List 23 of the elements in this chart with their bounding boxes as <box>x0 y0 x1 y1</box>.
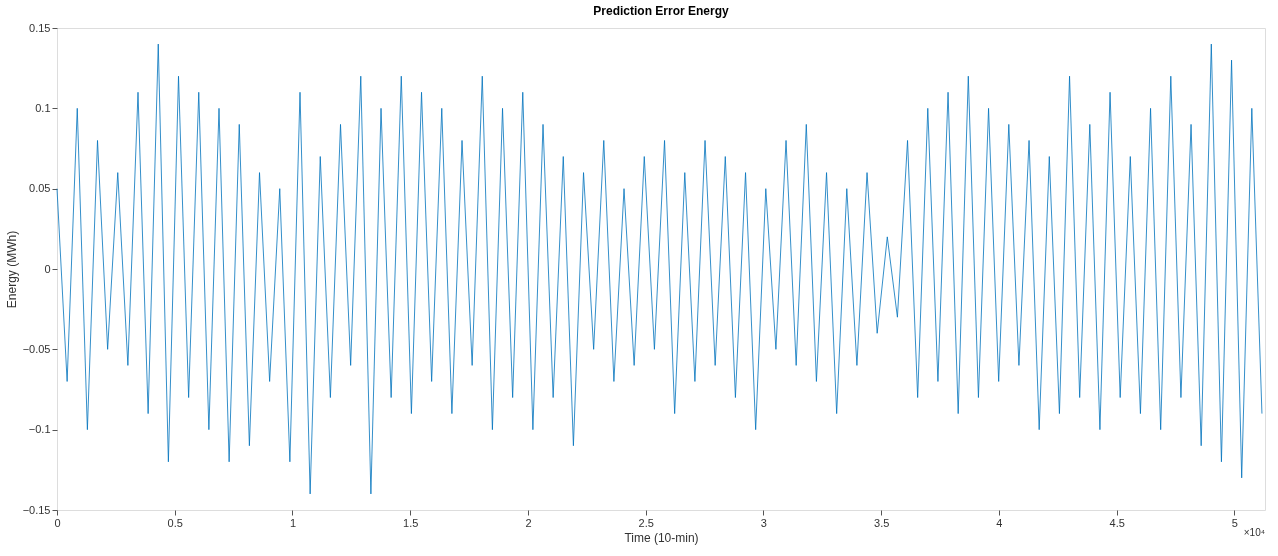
y-axis-title: Energy (MWh) <box>4 230 19 309</box>
y-tick-label: 0.15 <box>29 21 51 34</box>
y-tick-label: −0.1 <box>28 423 51 436</box>
y-tick-label: 0 <box>44 262 51 275</box>
x-tick-label: 2 <box>525 516 532 529</box>
x-axis-title: Time (10-min) <box>624 530 699 545</box>
x-tick-label: 5 <box>1231 516 1238 529</box>
x-tick-label: 4 <box>996 516 1003 529</box>
y-tick-label: 0.05 <box>29 182 51 195</box>
x-tick-label: 4.5 <box>1109 516 1125 529</box>
x-tick-label: 0.5 <box>167 516 183 529</box>
x-tick-label: 1.5 <box>403 516 419 529</box>
y-tick-label: −0.15 <box>22 503 51 516</box>
y-tick-label: −0.05 <box>22 342 51 355</box>
line-series <box>56 43 1263 495</box>
y-tick-label: 0.1 <box>35 101 51 114</box>
text: ×10⁴ <box>1243 527 1265 538</box>
x-tick-label: 3 <box>760 516 767 529</box>
chart-title: Prediction Error Energy <box>593 4 730 18</box>
x-tick-label: 2.5 <box>638 516 654 529</box>
x-tick-label: 0 <box>54 516 61 529</box>
x-tick-label: 3.5 <box>874 516 890 529</box>
x-tick-label: 1 <box>289 516 297 529</box>
